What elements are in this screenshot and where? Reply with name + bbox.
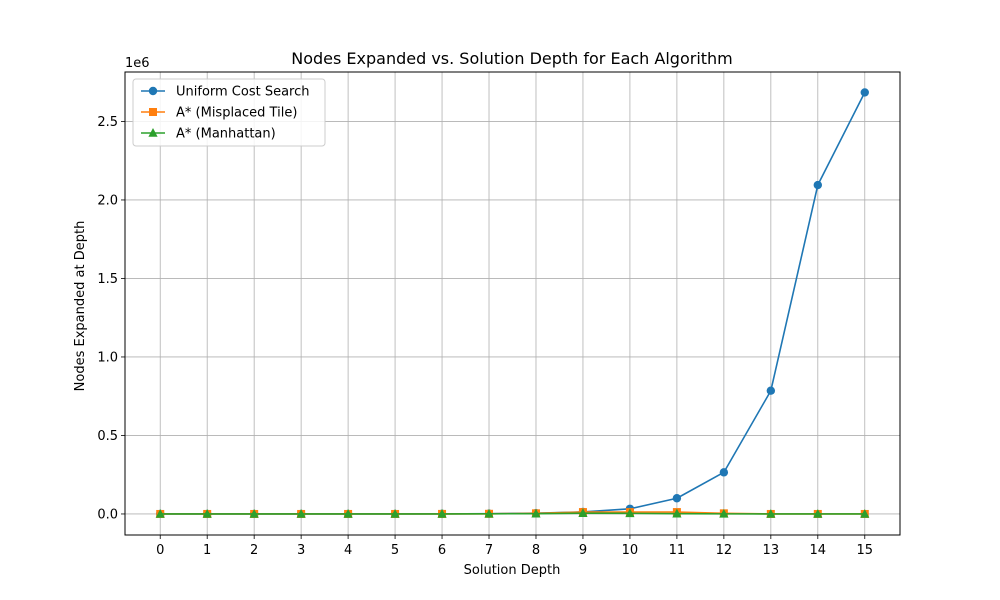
data-point	[813, 508, 823, 518]
data-point	[719, 468, 729, 477]
grid-lines	[125, 72, 900, 535]
x-tick-label: 10	[622, 543, 639, 558]
data-point	[672, 508, 682, 518]
legend-label: A* (Manhattan)	[176, 127, 276, 142]
data-point	[719, 508, 729, 518]
data-point	[390, 508, 400, 518]
data-point	[766, 386, 776, 395]
plot-area-frame	[124, 71, 901, 536]
data-point	[202, 508, 212, 518]
data-point	[625, 508, 635, 518]
y-tick-label: 2.0	[97, 193, 118, 208]
y-tick-label: 2.5	[97, 115, 118, 130]
x-tick-label: 9	[579, 543, 587, 558]
x-tick-label: 8	[532, 543, 540, 558]
legend-box	[132, 78, 326, 147]
x-tick-label: 11	[669, 543, 686, 558]
x-tick-label: 15	[856, 543, 873, 558]
x-tick-label: 4	[344, 543, 352, 558]
data-point	[813, 180, 823, 190]
data-point	[296, 508, 306, 518]
series-line	[160, 512, 865, 515]
x-axis-label: Solution Depth	[464, 563, 561, 578]
data-point	[860, 88, 869, 97]
series-2	[155, 508, 870, 518]
data-point	[437, 508, 447, 518]
x-tick-label: 2	[250, 543, 258, 558]
y-tick-label: 0.5	[97, 429, 118, 444]
legend-item: A* (Misplaced Tile)	[141, 106, 297, 121]
legend-item: A* (Manhattan)	[141, 127, 276, 142]
data-point	[249, 508, 259, 518]
data-point	[155, 508, 165, 518]
data-point	[766, 508, 776, 518]
y-tick-label: 1.5	[97, 272, 118, 287]
legend-marker	[149, 108, 157, 116]
y-axis-ticks: 0.0 0.5 1.0 1.5 2.0 2.5	[97, 115, 125, 522]
y-tick-label: 0.0	[97, 507, 118, 522]
x-tick-label: 3	[297, 543, 305, 558]
x-tick-label: 12	[716, 543, 733, 558]
x-tick-label: 1	[203, 543, 211, 558]
x-tick-label: 14	[810, 543, 827, 558]
data-point	[343, 508, 353, 518]
x-tick-label: 6	[438, 543, 446, 558]
chart-title: Nodes Expanded vs. Solution Depth for Ea…	[291, 49, 733, 68]
series-layer	[155, 88, 870, 519]
y-axis-offset-label: 1e6	[125, 56, 150, 71]
x-tick-label: 0	[156, 543, 164, 558]
x-tick-label: 7	[485, 543, 493, 558]
data-point	[531, 508, 541, 518]
data-point	[484, 508, 494, 518]
x-tick-label: 13	[763, 543, 780, 558]
legend-label: A* (Misplaced Tile)	[176, 106, 297, 121]
x-axis-ticks: 0 1 2 3 4 5 6 7 8 9 10 11 12 13 14 15	[156, 535, 873, 558]
x-tick-label: 5	[391, 543, 399, 558]
y-axis-label: Nodes Expanded at Depth	[73, 221, 88, 392]
legend: Uniform Cost Search A* (Misplaced Tile) A*…	[132, 78, 326, 147]
legend-marker	[148, 128, 158, 137]
y-tick-label: 1.0	[97, 350, 118, 365]
legend-marker	[148, 86, 158, 96]
legend-item: Uniform Cost Search	[141, 85, 310, 100]
data-point	[578, 508, 588, 517]
legend-label: Uniform Cost Search	[176, 85, 310, 100]
data-point	[672, 494, 682, 503]
data-point	[860, 508, 870, 518]
